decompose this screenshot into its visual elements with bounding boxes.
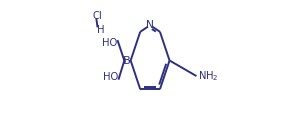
Text: Cl: Cl [93, 11, 102, 21]
Text: HO: HO [102, 38, 117, 48]
Text: H: H [97, 25, 104, 35]
Text: N: N [146, 20, 154, 30]
Text: B: B [123, 56, 130, 65]
Text: NH$_2$: NH$_2$ [198, 69, 219, 83]
Text: HO: HO [103, 72, 118, 82]
